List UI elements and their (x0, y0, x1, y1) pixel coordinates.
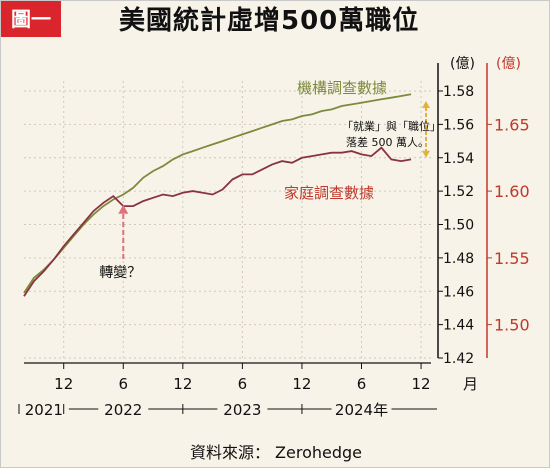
x-tick-label: 6 (357, 375, 367, 393)
annotations: 轉變？ 「就業」與「職位」落差 500 萬人。 (99, 101, 441, 281)
left-tick-label: 1.48 (443, 251, 474, 267)
left-axis-unit: (億) (450, 56, 475, 72)
gap-annotation-line1: 「就業」與「職位」 (342, 119, 441, 133)
year-label: 2024年 (335, 401, 388, 419)
year-label-bg (18, 400, 69, 418)
x-tick-label: 12 (54, 375, 73, 393)
year-label: 2021 (25, 401, 63, 419)
left-tick-label: 1.42 (443, 351, 474, 367)
year-label-bg (98, 400, 149, 418)
x-axis-unit: 月 (463, 375, 478, 393)
left-tick-label: 1.46 (443, 284, 474, 300)
x-tick-label: 6 (238, 375, 248, 393)
right-tick-label: 1.50 (494, 316, 530, 335)
x-tick-label: 12 (292, 375, 311, 393)
year-label-bg (217, 400, 268, 418)
series-label-2: 家庭調查數據 (284, 184, 374, 202)
gridlines (24, 81, 431, 359)
x-tick-label: 12 (173, 375, 192, 393)
right-tick-label: 1.60 (494, 182, 530, 201)
left-tick-label: 1.58 (443, 84, 474, 100)
gap-arrow-head-down (422, 150, 430, 158)
left-tick-label: 1.54 (443, 151, 474, 167)
axes: 1.42 1.44 1.46 1.48 1.50 1.52 1.54 1.56 1.58 (億) 1… (18, 56, 530, 419)
year-label: 2022 (104, 401, 142, 419)
figure-badge: 圖一 (1, 1, 61, 37)
left-tick-label: 1.50 (443, 218, 474, 234)
year-label: 2023 (223, 401, 261, 419)
x-tick-label: 6 (118, 375, 128, 393)
right-tick-label: 1.55 (494, 249, 530, 268)
gap-annotation-line2: 落差 500 萬人。 (346, 135, 429, 149)
series-label-1: 機構調查數據 (297, 79, 387, 97)
gap-arrow-head-up (422, 101, 430, 109)
turn-arrow-head (118, 204, 129, 214)
right-tick-label: 1.65 (494, 115, 530, 134)
x-tick-label: 12 (412, 375, 431, 393)
turn-annotation: 轉變？ (99, 265, 141, 281)
chart-title: 美國統計虛增500萬職位 (119, 6, 420, 36)
source-note: 資料來源： Zerohedge (189, 443, 363, 462)
series-line-2 (23, 146, 412, 297)
left-tick-label: 1.52 (443, 184, 474, 200)
year-label-bg (331, 400, 392, 418)
left-tick-label: 1.56 (443, 117, 474, 133)
series-line-1 (23, 93, 412, 294)
right-axis-unit: (億) (496, 56, 521, 72)
left-tick-label: 1.44 (443, 318, 474, 334)
